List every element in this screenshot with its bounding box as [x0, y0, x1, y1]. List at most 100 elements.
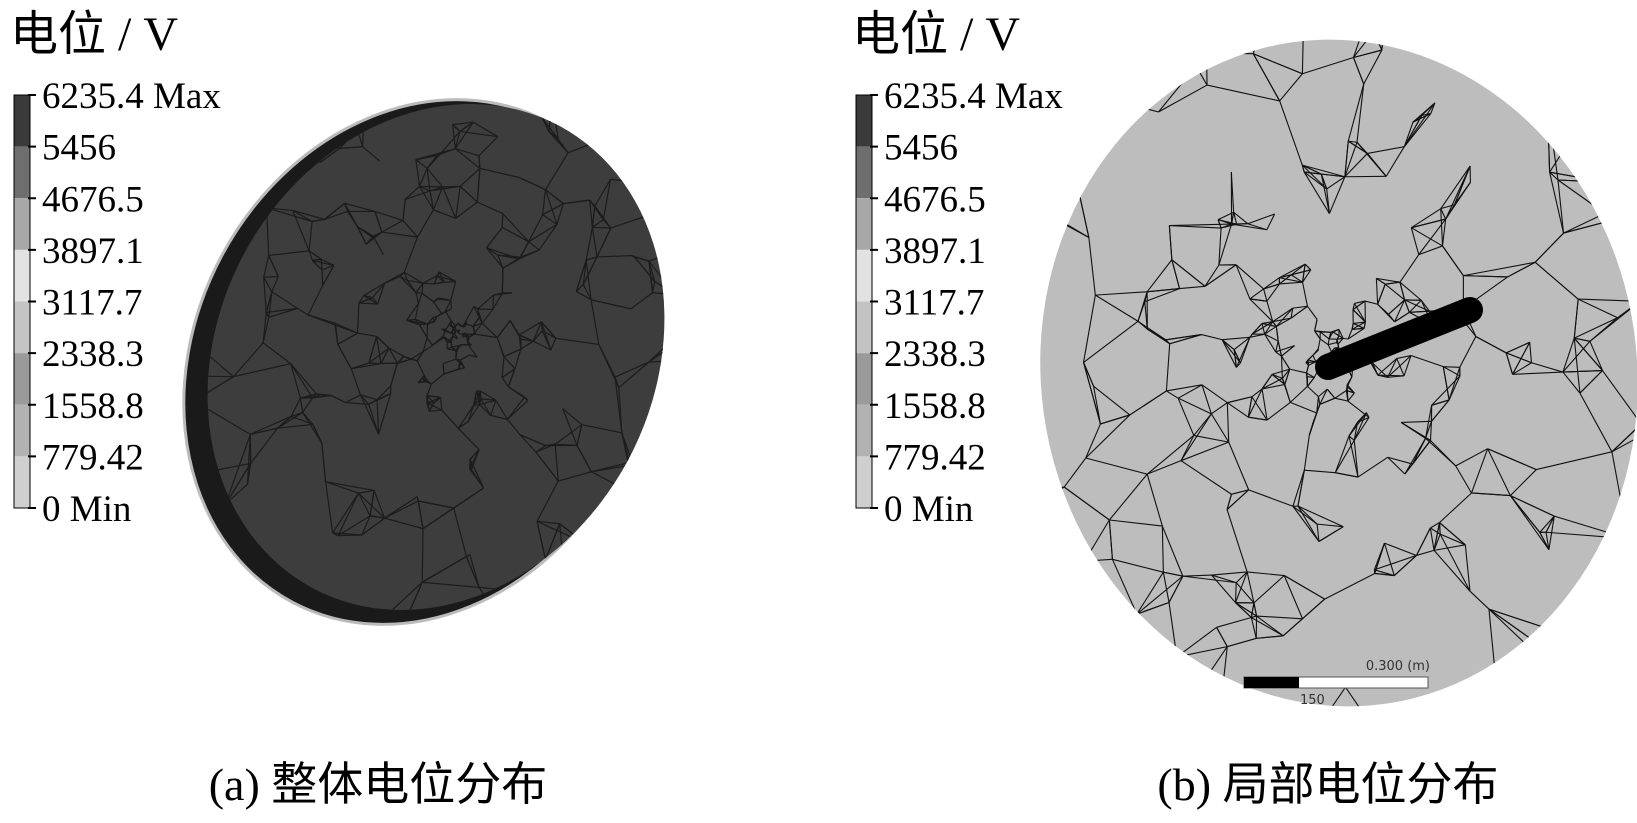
mesh-edge: [518, 68, 540, 87]
legend-label: 6235.4 Max: [42, 76, 221, 117]
mesh-edge: [545, 560, 564, 572]
mesh-edge: [298, 128, 325, 129]
mesh-edge: [518, 68, 540, 87]
mesh-edge: [212, 232, 222, 236]
mesh-edge: [1607, 182, 1614, 220]
mesh-edge: [1614, 220, 1637, 243]
legend-band: [14, 147, 30, 199]
mesh-edge: [1025, 487, 1064, 513]
mesh-edge: [194, 210, 212, 235]
mesh-edge: [672, 312, 695, 346]
mesh-edge: [720, 460, 737, 474]
mesh-edge: [1015, 497, 1025, 513]
mesh-edge: [187, 229, 212, 236]
mesh-edge: [447, 342, 451, 343]
mesh-edge: [564, 543, 585, 571]
mesh-edge: [148, 242, 172, 248]
legend-label: 779.42: [884, 437, 986, 478]
mesh-edge: [540, 68, 571, 90]
mesh-edge: [212, 203, 224, 235]
mesh-edge: [652, 181, 684, 184]
mesh-edge: [542, 571, 564, 634]
mesh-edge: [1338, 0, 1367, 18]
mesh-edge: [523, 42, 553, 69]
mesh-edge: [669, 343, 672, 346]
mesh-edge: [672, 346, 688, 360]
mesh-edge: [515, 593, 542, 642]
legend-label: 3117.7: [884, 283, 984, 324]
mesh-edge: [711, 422, 732, 433]
mesh-edge: [549, 45, 571, 90]
mesh-edge: [749, 377, 763, 404]
mesh-edge: [649, 240, 706, 261]
mesh-edge: [1048, 171, 1065, 215]
mesh-edge: [1000, 166, 1046, 212]
mesh-edge: [1065, 88, 1069, 171]
mesh-edge: [695, 312, 738, 326]
mesh-edge: [328, 101, 345, 103]
mesh-edge: [1629, 202, 1637, 243]
mesh-edge: [148, 242, 172, 248]
mesh-edge: [1046, 212, 1048, 215]
mesh-edge: [455, 331, 456, 332]
mesh-edge: [749, 319, 767, 377]
mesh-edge: [748, 240, 758, 283]
mesh-edge: [352, 61, 404, 62]
mesh-edge: [1046, 212, 1048, 215]
mesh-edge: [194, 203, 225, 210]
mesh-edge: [187, 229, 213, 236]
legend-label: 2338.3: [884, 334, 986, 375]
mesh-edge: [1246, 0, 1266, 3]
mesh-edge: [669, 312, 694, 343]
legend-band: [14, 198, 30, 250]
mesh-edge: [1000, 166, 1065, 172]
mesh-edge: [675, 294, 695, 312]
mesh-edge: [1065, 88, 1069, 94]
mesh-edge: [523, 42, 540, 68]
mesh-edge: [732, 433, 737, 474]
mesh-edge: [711, 418, 724, 434]
mesh-edge: [1541, 646, 1545, 662]
mesh-edge: [1267, 0, 1307, 3]
mesh-edge: [1185, 687, 1222, 708]
mesh-edge: [340, 83, 345, 103]
mesh-edge: [365, 53, 404, 61]
mesh-edge: [540, 68, 553, 69]
mesh-edge: [1496, 662, 1545, 679]
mesh-edge: [552, 69, 553, 99]
mesh-edge: [552, 69, 553, 99]
mesh-edge: [698, 391, 712, 400]
mesh-edge: [1046, 171, 1065, 212]
mesh-edge: [630, 465, 646, 500]
mesh-edge: [486, 42, 523, 59]
mesh-edge: [653, 181, 684, 214]
mesh-edge: [622, 119, 652, 131]
mesh-edge: [724, 434, 737, 474]
mesh-edge: [652, 184, 672, 188]
mesh-edge: [1177, 657, 1186, 708]
mesh-edge: [711, 391, 712, 418]
mesh-edge: [457, 331, 458, 332]
mesh-edge: [1246, 0, 1266, 3]
mesh-edge: [340, 62, 351, 83]
mesh-edge: [264, 277, 279, 278]
mesh-edge: [1179, 38, 1206, 53]
mesh-edge: [1548, 84, 1607, 105]
legend-band: [14, 405, 30, 457]
mesh-edge: [328, 83, 341, 101]
mesh-edge: [541, 593, 542, 634]
legend-band: [14, 456, 30, 508]
mesh-edge: [698, 400, 711, 418]
mesh-edge: [652, 165, 655, 184]
mesh-edge: [523, 42, 549, 45]
mesh-edge: [312, 101, 327, 126]
mesh-edge: [758, 240, 767, 318]
mesh-edge: [172, 210, 194, 242]
mesh-edge: [461, 345, 471, 346]
mesh-edge: [738, 284, 748, 327]
mesh-edge: [345, 103, 352, 113]
mesh-edge: [628, 463, 646, 501]
mesh-edge: [629, 501, 647, 580]
mesh-edge: [194, 210, 212, 235]
mesh-edge: [345, 71, 350, 102]
